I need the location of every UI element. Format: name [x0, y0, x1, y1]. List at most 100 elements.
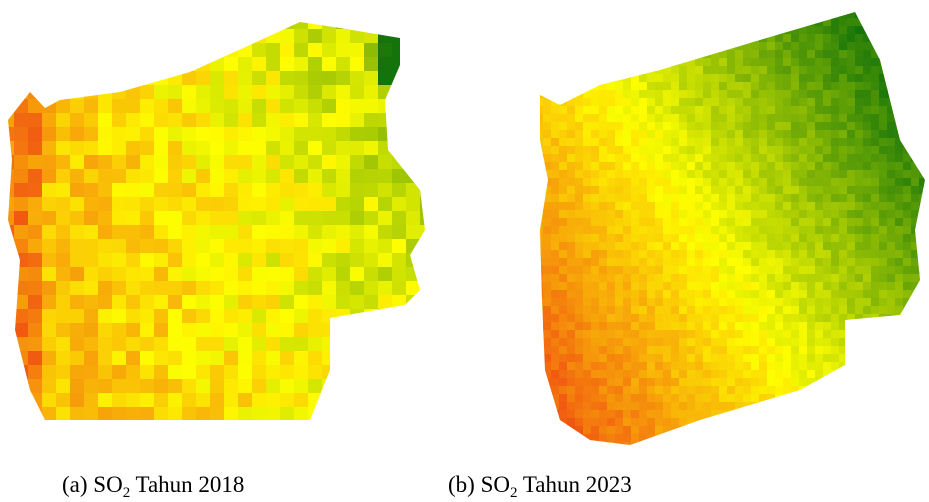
raster-cell [663, 58, 672, 67]
raster-cell [615, 18, 624, 27]
raster-cell [671, 146, 680, 155]
raster-cell [567, 50, 576, 59]
raster-cell [591, 138, 600, 147]
raster-cell [823, 338, 832, 347]
raster-cell [647, 42, 656, 51]
raster-cell [719, 74, 728, 83]
raster-cell [639, 250, 648, 259]
raster-cell [863, 178, 872, 187]
raster-cell [863, 82, 872, 91]
raster-cell [623, 130, 632, 139]
raster-cell [831, 186, 840, 195]
raster-cell [791, 194, 800, 203]
raster-cell [879, 370, 888, 379]
raster-cell [406, 99, 421, 114]
raster-cell [823, 170, 832, 179]
raster-cell [903, 298, 912, 307]
raster-cell [591, 282, 600, 291]
raster-cell [543, 410, 552, 419]
raster-cell [583, 66, 592, 75]
raster-cell [919, 34, 928, 43]
raster-cell [591, 170, 600, 179]
raster-cell [84, 225, 99, 240]
raster-cell [84, 113, 99, 128]
raster-cell [679, 42, 688, 51]
raster-cell [815, 314, 824, 323]
raster-cell [719, 170, 728, 179]
raster-cell [266, 365, 281, 380]
raster-cell [308, 337, 323, 352]
raster-cell [903, 162, 912, 171]
raster-cell [919, 50, 928, 59]
raster-cell [154, 99, 169, 114]
raster-cell [28, 15, 43, 30]
raster-cell [775, 114, 784, 123]
raster-cell [623, 394, 632, 403]
raster-cell [266, 239, 281, 254]
raster-cell [783, 282, 792, 291]
raster-cell [791, 266, 800, 275]
raster-cell [420, 211, 435, 226]
raster-cell [599, 386, 608, 395]
raster-cell [911, 338, 920, 347]
raster-cell [280, 365, 295, 380]
raster-cell [887, 82, 896, 91]
raster-cell [743, 122, 752, 131]
raster-cell [168, 295, 183, 310]
raster-cell [671, 314, 680, 323]
raster-cell [154, 169, 169, 184]
raster-cell [647, 162, 656, 171]
raster-cell [839, 90, 848, 99]
raster-cell [599, 234, 608, 243]
raster-cell [751, 186, 760, 195]
raster-cell [420, 351, 435, 366]
raster-cell [807, 362, 816, 371]
raster-cell [863, 114, 872, 123]
raster-cell [847, 258, 856, 267]
raster-cell [839, 418, 848, 427]
raster-cell [775, 394, 784, 403]
raster-cell [140, 267, 155, 282]
raster-cell [392, 253, 407, 268]
raster-cell [903, 170, 912, 179]
raster-cell [378, 239, 393, 254]
raster-cell [56, 141, 71, 156]
raster-cell [655, 10, 664, 19]
raster-cell [583, 322, 592, 331]
raster-cell [567, 394, 576, 403]
raster-cell [679, 354, 688, 363]
raster-cell [679, 394, 688, 403]
raster-cell [871, 18, 880, 27]
raster-cell [535, 250, 544, 259]
raster-cell [823, 250, 832, 259]
raster-cell [743, 346, 752, 355]
raster-cell [559, 186, 568, 195]
raster-cell [559, 58, 568, 67]
raster-cell [775, 410, 784, 419]
raster-cell [663, 210, 672, 219]
raster-cell [679, 346, 688, 355]
raster-cell [543, 106, 552, 115]
raster-cell [823, 18, 832, 27]
raster-cell [815, 106, 824, 115]
raster-cell [42, 295, 57, 310]
raster-cell [903, 378, 912, 387]
raster-cell [799, 410, 808, 419]
raster-cell [70, 127, 85, 142]
raster-cell [378, 71, 393, 86]
raster-cell [84, 15, 99, 30]
raster-cell [871, 138, 880, 147]
raster-cell [847, 178, 856, 187]
raster-cell [42, 155, 57, 170]
raster-cell [831, 106, 840, 115]
raster-cell [42, 239, 57, 254]
raster-cell [831, 114, 840, 123]
raster-cell [551, 306, 560, 315]
raster-cell [607, 18, 616, 27]
raster-cell [535, 114, 544, 123]
raster-cell [775, 290, 784, 299]
raster-cell [252, 29, 267, 44]
raster-cell [294, 281, 309, 296]
raster-cell [392, 113, 407, 128]
raster-cell [775, 298, 784, 307]
